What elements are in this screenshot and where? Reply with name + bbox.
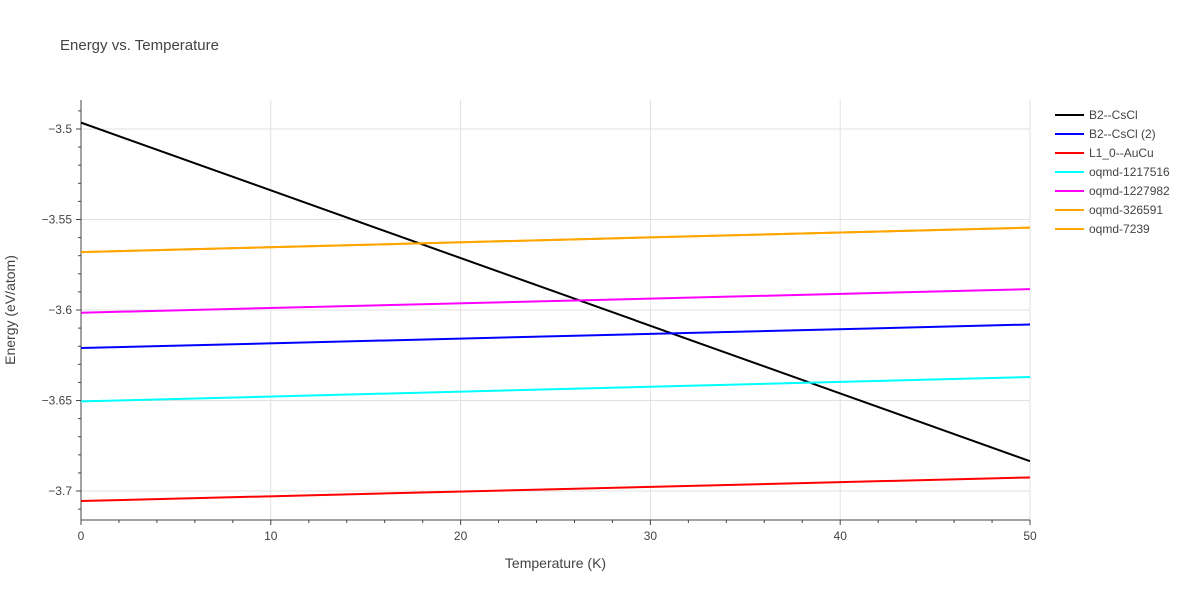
grid [80, 100, 1031, 520]
series-line-3 [80, 375, 1031, 403]
series-line-2 [80, 476, 1031, 502]
legend-label: B2--CsCl [1089, 108, 1138, 122]
series-lines [80, 121, 1031, 502]
tick-labels: 0 10 20 30 40 50 −3.5 −3.55 −3.6 −3.65 −3.7 [42, 122, 1037, 543]
series-line-0 [80, 121, 1031, 463]
y-tick-label: −3.6 [48, 303, 72, 317]
legend-item: oqmd-1217516 [1055, 165, 1170, 179]
legend-label: oqmd-7239 [1089, 222, 1150, 236]
x-tick-label: 30 [644, 529, 658, 543]
x-tick-label: 10 [264, 529, 278, 543]
x-axis-title: Temperature (K) [505, 555, 606, 571]
legend-label: B2--CsCl (2) [1089, 127, 1156, 141]
x-tick-label: 20 [454, 529, 468, 543]
legend-item: oqmd-7239 [1055, 222, 1150, 236]
x-tick-label: 40 [834, 529, 848, 543]
chart-title: Energy vs. Temperature [60, 37, 219, 54]
legend-label: L1_0--AuCu [1089, 146, 1154, 160]
legend-item: B2--CsCl (2) [1055, 127, 1156, 141]
legend-item: oqmd-1227982 [1055, 184, 1170, 198]
legend-label: oqmd-1217516 [1089, 165, 1170, 179]
axes [76, 100, 1031, 525]
series-line-1 [80, 323, 1031, 350]
legend-item: L1_0--AuCu [1055, 146, 1154, 160]
x-tick-label: 50 [1023, 529, 1037, 543]
legend-label: oqmd-1227982 [1089, 184, 1170, 198]
y-tick-label: −3.7 [48, 484, 72, 498]
legend-item: B2--CsCl [1055, 108, 1138, 122]
legend-label: oqmd-326591 [1089, 203, 1163, 217]
y-tick-label: −3.5 [48, 122, 72, 136]
y-tick-label: −3.55 [42, 212, 73, 226]
series-line-6 [80, 226, 1031, 254]
y-tick-label: −3.65 [42, 394, 73, 408]
legend: B2--CsCl B2--CsCl (2) L1_0--AuCu oqmd-12175… [1055, 108, 1170, 236]
legend-item: oqmd-326591 [1055, 203, 1163, 217]
x-tick-label: 0 [78, 529, 85, 543]
y-axis-title: Energy (eV/atom) [2, 255, 18, 365]
series-line-4 [80, 288, 1031, 314]
